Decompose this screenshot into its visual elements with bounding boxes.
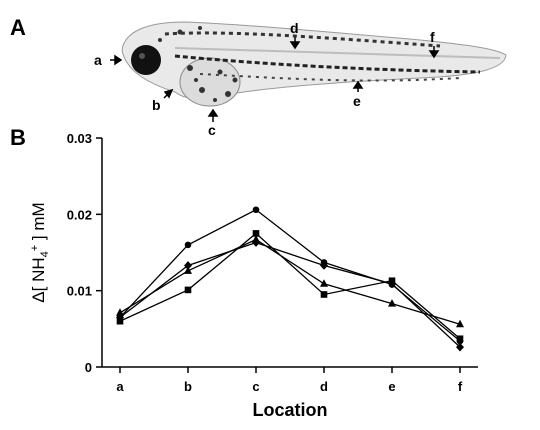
series-line [119,241,461,348]
data-point-triangle [184,266,192,274]
x-axis-title: Location [253,400,328,420]
series-diamond [116,238,464,352]
series-line [119,208,461,342]
data-point-square [320,291,328,298]
series-circle [116,206,464,345]
fish-location-label-c: c [208,122,216,138]
data-point-square [184,286,192,294]
data-point-diamond [456,342,464,352]
series-square [116,230,464,343]
fish-location-label-a: a [94,52,102,68]
line-chart: 0 0.01 0.02 0.03 a b c d e f Location Δ[ NH4+ ] … [29,131,478,420]
data-point-triangle [116,308,124,316]
data-point-diamond [184,261,192,270]
series-layer [116,206,464,352]
panel-label-a: A [10,15,26,40]
y-tick-label: 0.02 [67,207,92,222]
data-point-triangle [388,299,396,307]
fish-location-label-d: d [290,20,299,36]
zebrafish-larva-image: a b c d e f [94,20,507,138]
fish-location-label-b: b [152,97,161,113]
x-tick-label: a [116,379,124,394]
y-tick-label: 0 [85,360,92,375]
data-point-diamond [252,238,260,247]
series-line [119,232,461,340]
data-point-triangle [320,279,328,287]
x-tick-label: c [252,379,259,394]
data-point-diamond [116,313,124,322]
x-tick-label: f [458,379,463,394]
series-line [119,238,461,325]
x-ticks: a b c d e f [116,367,463,394]
data-point-square [456,335,464,343]
x-tick-label: e [388,379,395,394]
fish-location-label-e: e [353,93,361,109]
y-ticks: 0 0.01 0.02 0.03 [67,131,102,375]
x-tick-label: b [184,379,192,394]
data-point-diamond [320,261,328,270]
data-point-square [252,230,260,237]
y-tick-label: 0.01 [67,284,92,299]
data-point-diamond [388,279,396,289]
y-tick-label: 0.03 [67,131,92,146]
data-point-circle [252,206,260,214]
panel-label-b: B [10,125,26,150]
x-tick-label: d [320,379,328,394]
y-axis-title: Δ[ NH4+ ] mM [29,202,51,302]
data-point-circle [184,241,192,249]
fish-location-label-f: f [430,29,435,45]
data-point-triangle [456,319,464,328]
